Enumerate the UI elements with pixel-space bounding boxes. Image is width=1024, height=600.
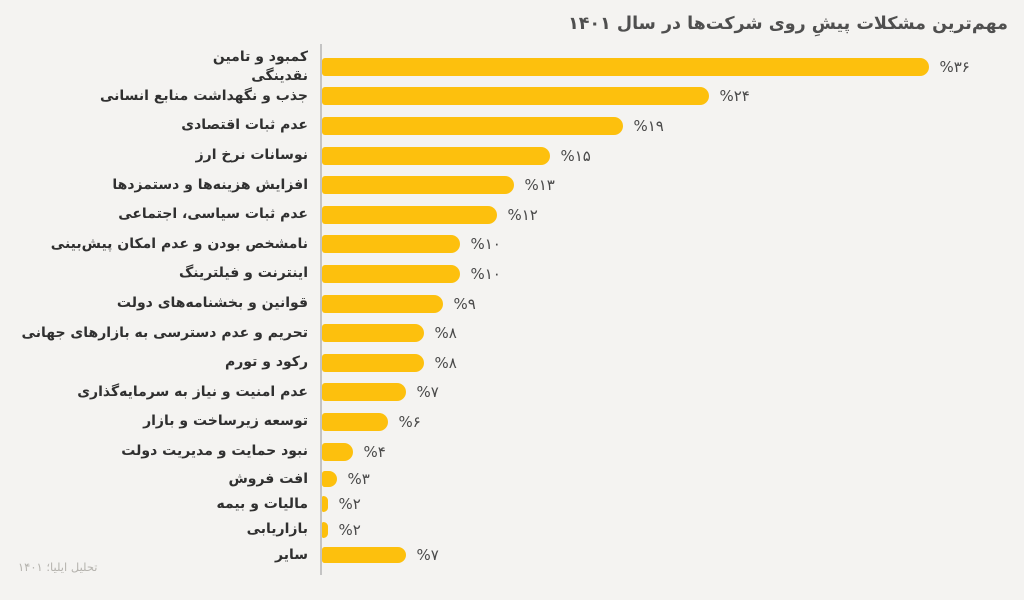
bar	[321, 87, 709, 106]
bar	[321, 176, 514, 195]
category-label: نامشخص بودن و عدم امکان پیش‌بینی	[50, 235, 308, 252]
bar	[321, 353, 424, 372]
bar-row: افزایش هزینه‌ها و دستمزدها %۱۳	[0, 170, 1024, 200]
bar-row: بازاریابی %۲	[0, 517, 1024, 542]
value-label: %۷	[416, 546, 439, 565]
value-label: %۲	[338, 520, 361, 539]
bar	[321, 57, 929, 76]
bar	[321, 383, 406, 402]
bar-row: سایر %۷	[0, 542, 1024, 567]
bar	[321, 146, 550, 165]
chart-title: مهم‌ترین مشکلات پیشِ روی شرکت‌ها در سال …	[568, 14, 1008, 34]
bar	[321, 294, 443, 313]
bar-row: کمبود و تامین نقدینگی %۳۶	[0, 48, 1024, 84]
category-label: افزایش هزینه‌ها و دستمزدها	[112, 176, 308, 193]
source-caption: تحلیل ایلیا؛ ۱۴۰۱	[18, 560, 98, 574]
category-label: عدم امنیت و نیاز به سرمایه‌گذاری	[77, 383, 308, 400]
value-label: %۱۰	[470, 264, 501, 283]
value-label: %۹	[453, 294, 476, 313]
bar-row: افت فروش %۳	[0, 466, 1024, 491]
bar	[321, 471, 337, 487]
bar-row: قوانین و بخشنامه‌های دولت %۹	[0, 289, 1024, 319]
value-label: %۸	[434, 324, 457, 343]
value-label: %۲	[338, 495, 361, 514]
category-label: مالیات و بیمه	[216, 495, 308, 512]
bar-row: مالیات و بیمه %۲	[0, 492, 1024, 517]
bar-row: تحریم و عدم دسترسی به بازارهای جهانی %۸	[0, 318, 1024, 348]
value-label: %۳۶	[939, 57, 970, 76]
category-label: توسعه زیرساخت و بازار	[143, 413, 308, 430]
bar-row: نوسانات نرخ ارز %۱۵	[0, 141, 1024, 171]
value-label: %۱۰	[470, 235, 501, 254]
bar-row: اینترنت و فیلترینگ %۱۰	[0, 259, 1024, 289]
value-label: %۷	[416, 383, 439, 402]
value-label: %۱۳	[524, 176, 555, 195]
bar	[321, 547, 406, 564]
category-label: نوسانات نرخ ارز	[195, 147, 308, 164]
bar-row: عدم ثبات اقتصادی %۱۹	[0, 111, 1024, 141]
bar	[321, 205, 497, 224]
bar	[321, 521, 328, 538]
bar	[321, 264, 460, 283]
category-label: سایر	[275, 546, 308, 563]
bar	[321, 496, 328, 513]
bar-row: عدم امنیت و نیاز به سرمایه‌گذاری %۷	[0, 378, 1024, 408]
bar-row: رکود و تورم %۸	[0, 348, 1024, 378]
bar	[321, 116, 623, 135]
bar	[321, 324, 424, 343]
bar-row: جذب و نگهداشت منابع انسانی %۲۴	[0, 82, 1024, 112]
bar-row: نبود حمایت و مدیریت دولت %۴	[0, 437, 1024, 467]
value-label: %۳	[347, 470, 370, 488]
bar	[321, 442, 353, 461]
category-label: نبود حمایت و مدیریت دولت	[121, 443, 308, 460]
category-label: بازاریابی	[246, 521, 308, 538]
category-label: اینترنت و فیلترینگ	[178, 265, 308, 282]
bar	[321, 235, 460, 254]
bar-row: عدم ثبات سیاسی، اجتماعی %۱۲	[0, 200, 1024, 230]
value-label: %۲۴	[719, 87, 750, 106]
category-label: افت فروش	[228, 470, 308, 487]
bar-rows: کمبود و تامین نقدینگی %۳۶ جذب و نگهداشت من…	[0, 48, 1024, 568]
category-label: قوانین و بخشنامه‌های دولت	[116, 295, 308, 312]
bar-row: نامشخص بودن و عدم امکان پیش‌بینی %۱۰	[0, 230, 1024, 260]
value-label: %۴	[363, 442, 386, 461]
value-label: %۱۲	[507, 205, 538, 224]
y-axis-line	[320, 44, 322, 575]
category-label: عدم ثبات اقتصادی	[181, 117, 308, 134]
category-label: عدم ثبات سیاسی، اجتماعی	[118, 206, 308, 223]
category-label: کمبود و تامین نقدینگی	[212, 48, 308, 84]
value-label: %۱۵	[560, 146, 591, 165]
category-label: تحریم و عدم دسترسی به بازارهای جهانی	[21, 324, 308, 341]
value-label: %۸	[434, 353, 457, 372]
value-label: %۱۹	[633, 116, 664, 135]
bar-row: توسعه زیرساخت و بازار %۶	[0, 407, 1024, 437]
bar	[321, 412, 388, 431]
category-label: رکود و تورم	[225, 354, 308, 371]
value-label: %۶	[398, 412, 421, 431]
category-label: جذب و نگهداشت منابع انسانی	[100, 87, 308, 104]
